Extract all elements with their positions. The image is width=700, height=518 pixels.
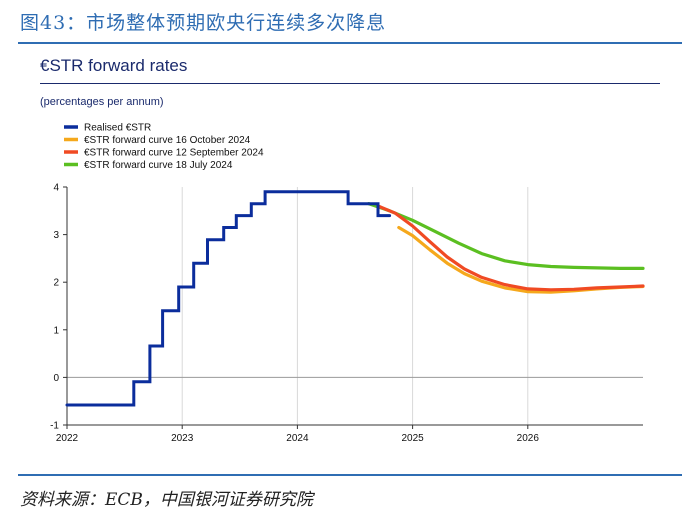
legend: Realised €STR€STR forward curve 16 Octob…	[64, 123, 264, 171]
legend-label-3: €STR forward curve 18 July 2024	[84, 160, 233, 171]
grid-lines	[67, 187, 643, 425]
x-tick-label: 2022	[56, 433, 79, 444]
axes	[63, 186, 643, 429]
source-note: 资料来源：ECB，中国银河证券研究院	[20, 490, 313, 510]
y-tick-label: 4	[53, 183, 59, 194]
figure-title: 图43：市场整体预期欧央行连续多次降息	[20, 12, 387, 34]
units-label: (percentages per annum)	[40, 96, 164, 108]
x-tick-label: 2023	[171, 433, 194, 444]
y-tick-label: -1	[50, 421, 59, 432]
y-tick-label: 3	[53, 230, 59, 241]
chart-title-rule	[40, 83, 660, 84]
series-line-0	[65, 190, 392, 407]
series-line-2	[376, 204, 645, 292]
x-tick-label: 2025	[401, 433, 424, 444]
series-line-1	[397, 225, 645, 294]
legend-label-0: Realised €STR	[84, 123, 151, 134]
y-tick-label: 2	[53, 278, 59, 289]
bottom-rule	[18, 474, 682, 476]
series-group	[65, 190, 645, 407]
y-tick-label: 1	[53, 325, 59, 336]
y-tick-label: 0	[53, 373, 59, 384]
chart-title: €STR forward rates	[40, 56, 188, 75]
legend-label-2: €STR forward curve 12 September 2024	[84, 148, 264, 159]
series-line-3	[367, 202, 645, 270]
x-tick-label: 2024	[286, 433, 309, 444]
legend-label-1: €STR forward curve 16 October 2024	[84, 135, 251, 146]
top-rule	[18, 42, 682, 44]
x-tick-label: 2026	[517, 433, 540, 444]
